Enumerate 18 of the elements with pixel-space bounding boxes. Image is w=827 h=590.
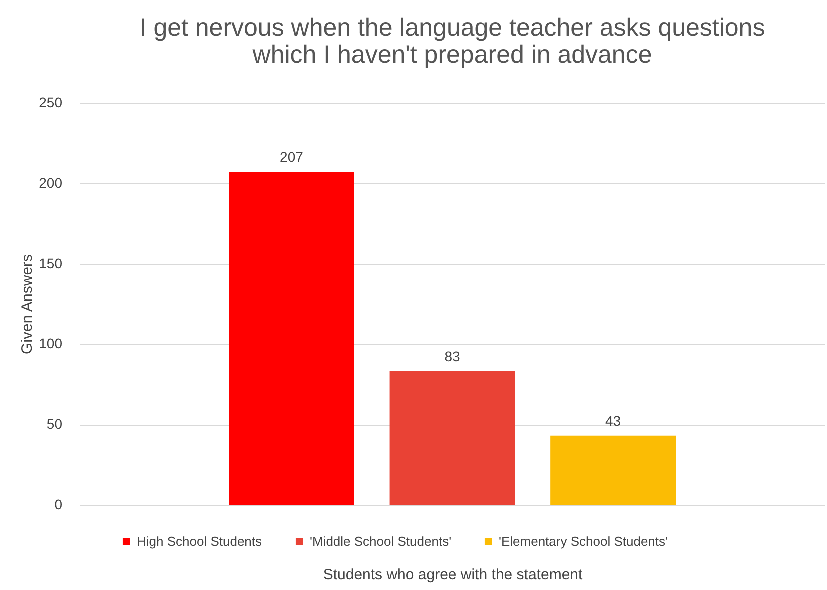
legend-label: 'Elementary School Students'	[499, 534, 668, 549]
bar	[390, 372, 516, 505]
legend-label: High School Students	[137, 534, 263, 549]
y-tick-label: 100	[39, 336, 63, 352]
data-label: 207	[280, 149, 304, 166]
legend-label: 'Middle School Students'	[310, 534, 452, 549]
bar	[550, 436, 676, 505]
y-tick-label: 200	[39, 174, 63, 191]
bar	[229, 172, 354, 505]
y-tick-label: 50	[46, 416, 63, 432]
y-axis-title: Given Answers	[19, 254, 36, 355]
data-label: 43	[606, 412, 622, 429]
y-tick-label: 150	[39, 255, 63, 272]
y-tick-label: 0	[54, 496, 63, 512]
y-tick-label: 250	[39, 94, 63, 110]
data-label: 83	[444, 348, 460, 365]
x-axis-title: Students who agree with the statement	[323, 566, 584, 584]
chart-title: I get nervous when the language teacher asks questions which I haven't prepared in advance	[140, 14, 766, 69]
